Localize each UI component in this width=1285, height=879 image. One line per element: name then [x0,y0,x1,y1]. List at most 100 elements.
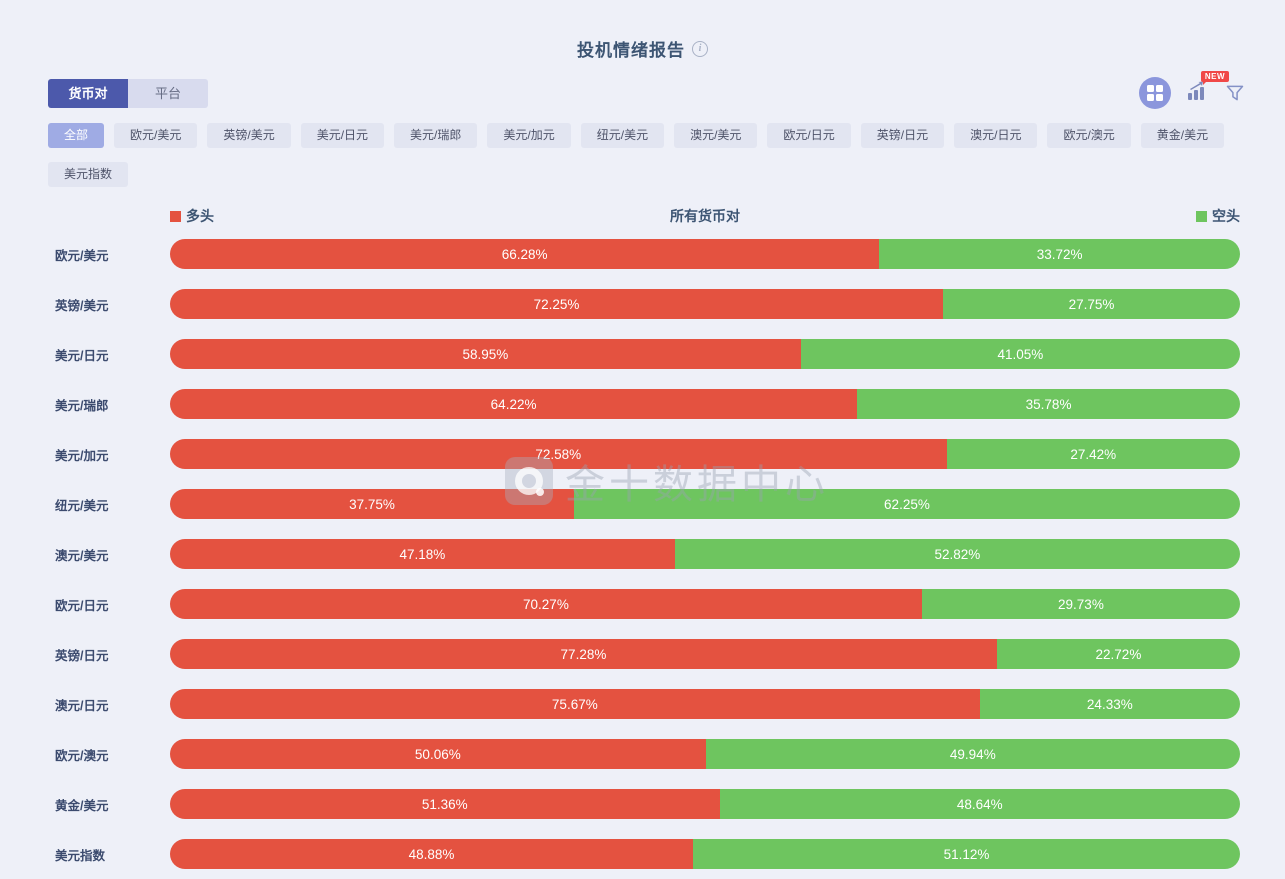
sentiment-bar[interactable]: 72.25% 27.75% [170,289,1240,319]
short-segment: 27.42% [946,439,1240,469]
filter-chip[interactable]: 澳元/美元 [674,123,758,148]
currency-pair-label: 欧元/美元 [55,248,109,263]
currency-pair-label: 澳元/美元 [55,548,109,563]
short-value: 27.42% [1070,446,1117,462]
long-value: 72.25% [533,296,580,312]
filter-chip[interactable]: 欧元/日元 [767,123,851,148]
tab-group: 货币对 平台 [48,78,208,108]
short-segment: 22.72% [996,639,1240,669]
filter-chip[interactable]: 澳元/日元 [954,123,1038,148]
long-value: 58.95% [462,346,509,362]
filter-chip[interactable]: 全部 [48,123,105,148]
chart-row: 纽元/美元 37.75% 62.25% [0,479,1285,529]
currency-pair-label: 美元/加元 [55,448,109,463]
filter-chips-row-2: 美元指数 [48,162,1245,187]
info-icon[interactable]: i [692,40,708,57]
long-segment: 51.36% [170,789,720,819]
chart-row: 美元/瑞郎 64.22% 35.78% [0,379,1285,429]
long-segment: 58.95% [170,339,801,369]
currency-pair-label: 欧元/日元 [55,598,109,613]
currency-pair-label: 澳元/日元 [55,698,109,713]
short-value: 48.64% [956,796,1003,812]
sentiment-bar[interactable]: 70.27% 29.73% [170,589,1240,619]
long-segment: 66.28% [170,239,880,269]
currency-pair-label: 美元指数 [55,848,106,863]
legend-long: 多头 [170,206,214,226]
short-value: 51.12% [943,846,990,862]
chart-row: 英镑/美元 72.25% 27.75% [0,279,1285,329]
toolbar-icons: NEW [1139,70,1245,109]
legend-short-label: 空头 [1212,208,1240,224]
filter-chip[interactable]: 纽元/美元 [580,123,665,148]
filter-chip[interactable]: 黄金/美元 [1140,123,1225,148]
long-value: 47.18% [399,546,446,562]
short-segment: 35.78% [857,389,1240,419]
currency-pair-label: 英镑/美元 [55,298,109,313]
long-segment: 64.22% [170,389,858,419]
long-segment: 72.58% [170,439,947,469]
filter-funnel-icon[interactable] [1225,83,1245,103]
filter-chip[interactable]: 美元/日元 [300,123,385,148]
sentiment-bar[interactable]: 66.28% 33.72% [170,239,1240,269]
long-value: 70.27% [523,596,569,612]
filter-chip[interactable]: 英镑/美元 [207,123,291,148]
sentiment-bar[interactable]: 77.28% 22.72% [170,639,1240,669]
long-segment: 47.18% [170,539,675,569]
long-value: 72.58% [535,446,582,462]
sentiment-bar[interactable]: 75.67% 24.33% [170,689,1240,719]
filter-chip[interactable]: 欧元/美元 [114,123,198,148]
currency-pair-label: 纽元/美元 [55,498,109,513]
filter-chips-row-1: 全部 欧元/美元 英镑/美元 美元/日元 美元/瑞郎 美元/加元 纽元/美元 澳元/美元 欧元/… [48,123,1245,148]
filter-chip[interactable]: 美元/瑞郎 [394,123,478,148]
filter-chip[interactable]: 美元指数 [48,162,129,187]
dashboard-grid-icon[interactable] [1139,77,1171,109]
bar-chart-trend-icon[interactable]: NEW [1187,70,1229,106]
sentiment-bar[interactable]: 37.75% 62.25% [170,489,1240,519]
long-segment: 77.28% [170,639,997,669]
tab-platforms[interactable]: 平台 [128,78,208,108]
short-value: 35.78% [1025,396,1072,412]
long-segment: 37.75% [170,489,574,519]
long-value: 37.75% [349,496,395,512]
chart-header: 多头 所有货币对 空头 [170,205,1240,227]
filter-chip[interactable]: 美元/加元 [487,123,571,148]
sentiment-bar[interactable]: 48.88% 51.12% [170,839,1240,869]
short-segment: 52.82% [674,539,1240,569]
page-title: 投机情绪报告 [577,41,685,60]
long-value: 77.28% [560,646,607,662]
long-value: 50.06% [414,746,461,762]
short-value: 33.72% [1036,246,1083,262]
funnel-glyph [1226,85,1244,101]
chart-row: 欧元/澳元 50.06% 49.94% [0,729,1285,779]
bar-chart-glyph [1188,81,1204,100]
short-value: 49.94% [949,746,996,762]
long-value: 66.28% [501,246,548,262]
long-value: 75.67% [551,696,598,712]
sentiment-bar[interactable]: 51.36% 48.64% [170,789,1240,819]
short-segment: 41.05% [800,339,1240,369]
short-segment: 27.75% [943,289,1240,319]
chart-row: 欧元/美元 66.28% 33.72% [0,229,1285,279]
filter-chip[interactable]: 英镑/日元 [860,123,945,148]
short-value: 29.73% [1058,596,1104,612]
short-value: 27.75% [1068,296,1115,312]
sentiment-bar[interactable]: 47.18% 52.82% [170,539,1240,569]
tab-currency-pairs[interactable]: 货币对 [48,78,128,108]
short-value: 24.33% [1086,696,1133,712]
long-value: 51.36% [421,796,468,812]
chart-row: 欧元/日元 70.27% 29.73% [0,579,1285,629]
currency-pair-label: 黄金/美元 [55,798,109,813]
short-value: 52.82% [934,546,981,562]
new-badge: NEW [1200,70,1229,85]
legend-short-swatch [1196,210,1207,222]
filter-chip[interactable]: 欧元/澳元 [1047,123,1131,148]
short-value: 41.05% [997,346,1044,362]
sentiment-bar[interactable]: 50.06% 49.94% [170,739,1240,769]
sentiment-bar[interactable]: 64.22% 35.78% [170,389,1240,419]
sentiment-bar[interactable]: 58.95% 41.05% [170,339,1240,369]
sentiment-bar[interactable]: 72.58% 27.42% [170,439,1240,469]
chart-row: 美元指数 48.88% 51.12% [0,829,1285,879]
short-segment: 48.64% [719,789,1240,819]
chart-rows: 欧元/美元 66.28% 33.72% 英镑/美元 72.25% 27.75% 美元/日元 5… [0,229,1285,879]
